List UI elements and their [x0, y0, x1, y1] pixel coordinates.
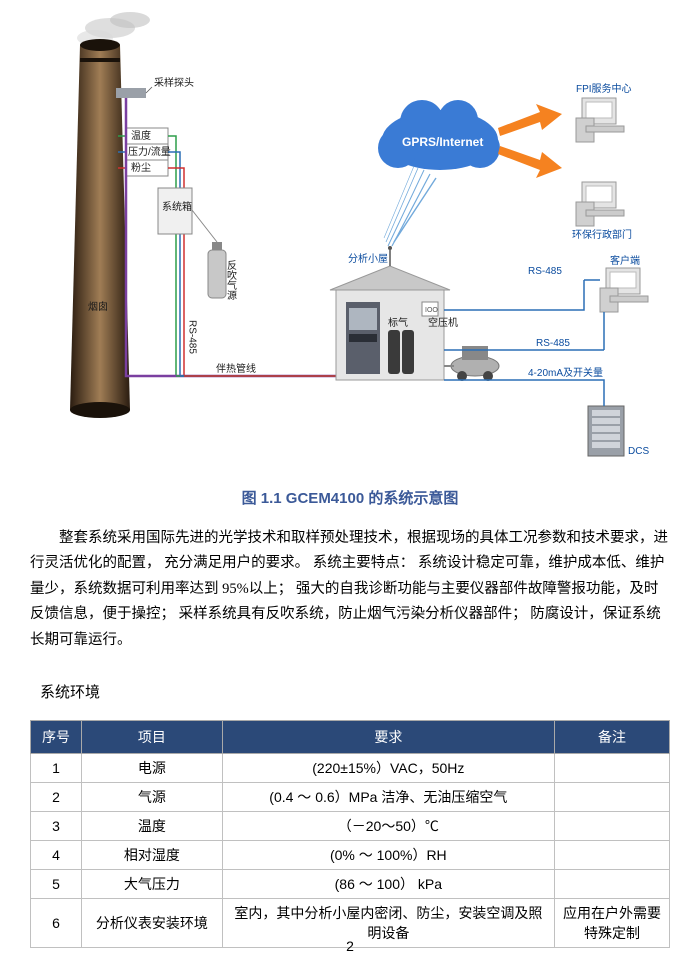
calgas-label: 标气	[388, 316, 408, 329]
arrow-icon	[498, 104, 562, 178]
col-item: 项目	[82, 720, 223, 753]
dcs-label: DCS	[628, 446, 649, 457]
table-cell	[554, 782, 669, 811]
client-server-icon	[600, 268, 648, 312]
fpi-label: FPI服务中心	[576, 82, 632, 95]
table-cell: （－20～50）℃	[222, 811, 554, 840]
table-row: 2气源(0.4 ～ 0.6）MPa 洁净、无油压缩空气	[31, 782, 670, 811]
table-cell	[554, 869, 669, 898]
section-heading: 系统环境	[40, 681, 670, 702]
client-label: 客户端	[610, 254, 640, 267]
probe-icon	[116, 88, 146, 98]
svg-text:粉尘: 粉尘	[131, 161, 151, 174]
table-cell	[554, 840, 669, 869]
svg-text:GPRS/Internet: GPRS/Internet	[402, 135, 483, 149]
svg-text:反吹气源: 反吹气源	[225, 260, 237, 301]
table-cell: (220±15%）VAC，50Hz	[222, 753, 554, 782]
table-header-row: 序号 项目 要求 备注	[31, 720, 670, 753]
table-cell: 温度	[82, 811, 223, 840]
table-row: 1电源(220±15%）VAC，50Hz	[31, 753, 670, 782]
blowback-icon	[208, 242, 226, 298]
dcs-icon	[588, 406, 624, 456]
svg-text:温度: 温度	[131, 129, 151, 142]
table-cell: 4	[31, 840, 82, 869]
system-diagram: 烟囱 采样探头 温度 压力/流量 粉尘 系统箱 反吹气源 RS-485 伴热管线	[30, 10, 670, 465]
svg-text:压力/流量: 压力/流量	[128, 145, 171, 158]
spec-table: 序号 项目 要求 备注 1电源(220±15%）VAC，50Hz2气源(0.4 …	[30, 720, 670, 948]
chimney-label: 烟囱	[88, 300, 108, 313]
signal-label: 4-20mA及开关量	[528, 366, 603, 379]
epb-label: 环保行政部门	[572, 228, 632, 241]
compressor-icon	[451, 346, 499, 381]
table-cell	[554, 753, 669, 782]
table-cell: (86 ～ 100） kPa	[222, 869, 554, 898]
page-number: 2	[0, 938, 700, 954]
sensor-stack: 温度 压力/流量 粉尘	[126, 128, 171, 176]
table-cell: 电源	[82, 753, 223, 782]
svg-text:系统箱: 系统箱	[162, 200, 192, 213]
figure-caption: 图 1.1 GCEM4100 的系统示意图	[30, 487, 670, 508]
cloud-icon: GPRS/Internet	[378, 100, 500, 170]
table-cell: (0% ～ 100%）RH	[222, 840, 554, 869]
body-paragraph: 整套系统采用国际先进的光学技术和取样预处理技术，根据现场的具体工况参数和技术要求…	[30, 526, 670, 653]
col-req: 要求	[222, 720, 554, 753]
table-row: 3温度（－20～50）℃	[31, 811, 670, 840]
table-cell	[554, 811, 669, 840]
rs485-left-label: RS-485	[187, 320, 198, 354]
table-row: 5大气压力(86 ～ 100） kPa	[31, 869, 670, 898]
heatline-label: 伴热管线	[216, 362, 256, 375]
col-seq: 序号	[31, 720, 82, 753]
wireless-icon	[384, 166, 436, 246]
rs485-r2-label: RS-485	[536, 338, 570, 349]
col-note: 备注	[554, 720, 669, 753]
table-cell: 5	[31, 869, 82, 898]
table-row: 4相对湿度(0% ～ 100%）RH	[31, 840, 670, 869]
table-cell: 2	[31, 782, 82, 811]
epb-server-icon	[576, 182, 624, 226]
table-cell: 1	[31, 753, 82, 782]
fpi-server-icon	[576, 98, 624, 142]
compressor-label: 空压机	[428, 316, 458, 329]
rs485-r1-label: RS-485	[528, 266, 562, 277]
table-cell: 相对湿度	[82, 840, 223, 869]
table-cell: 3	[31, 811, 82, 840]
analysis-house-label: 分析小屋	[348, 252, 388, 265]
svg-text:IOO: IOO	[425, 307, 438, 314]
table-cell: 气源	[82, 782, 223, 811]
table-cell: (0.4 ～ 0.6）MPa 洁净、无油压缩空气	[222, 782, 554, 811]
probe-label: 采样探头	[154, 76, 194, 89]
table-cell: 大气压力	[82, 869, 223, 898]
